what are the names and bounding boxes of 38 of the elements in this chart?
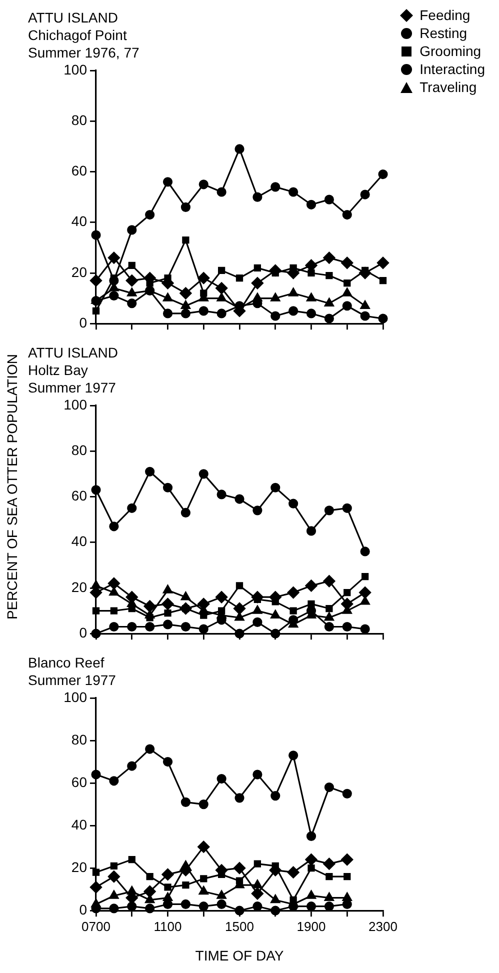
text: ATTU ISLAND [28,344,118,361]
y-tick-label: 100 [64,688,88,705]
y-tick-label: 40 [71,816,88,832]
y-tick-label: 60 [71,774,88,790]
y-axis-title: PERCENT OF SEA OTTER POPULATION [4,354,20,620]
text: Summer 1977 [28,672,116,688]
x-tick-label: 2300 [368,918,398,934]
legend-label: Traveling [420,78,477,96]
y-tick-label: 20 [71,858,88,875]
y-tick-label: 0 [79,901,88,918]
y-tick-label: 40 [71,213,88,230]
legend-label: Resting [420,24,468,42]
y-tick-label: 0 [79,314,88,330]
legend-label: Feeding [420,6,470,24]
y-tick-label: 60 [71,162,88,179]
x-tick-label: 1500 [225,918,254,934]
x-tick-label: 0700 [82,918,110,934]
y-tick-label: 20 [71,578,88,595]
legend-label: Interacting [420,60,485,78]
y-tick-label: 80 [71,731,88,748]
x-tick-label: 1100 [154,918,182,934]
x-tick-label: 1900 [296,918,326,934]
text: Blanco Reef [28,654,104,671]
legend-label: Grooming [420,42,482,60]
y-tick-label: 100 [64,61,88,78]
x-axis-title: TIME OF DAY [195,947,284,964]
text: ATTU ISLAND [28,10,118,26]
text: Chichagof Point [28,27,127,44]
y-tick-label: 20 [71,264,88,280]
y-tick-label: 40 [71,533,88,550]
text: Holtz Bay [28,362,88,378]
y-tick-label: 80 [71,112,88,128]
y-tick-label: 100 [64,396,88,412]
y-tick-label: 0 [79,624,88,640]
y-tick-label: 60 [71,488,88,504]
text: Summer 1977 [28,380,116,396]
text: Summer 1976, 77 [28,44,140,61]
y-tick-label: 80 [71,442,88,458]
